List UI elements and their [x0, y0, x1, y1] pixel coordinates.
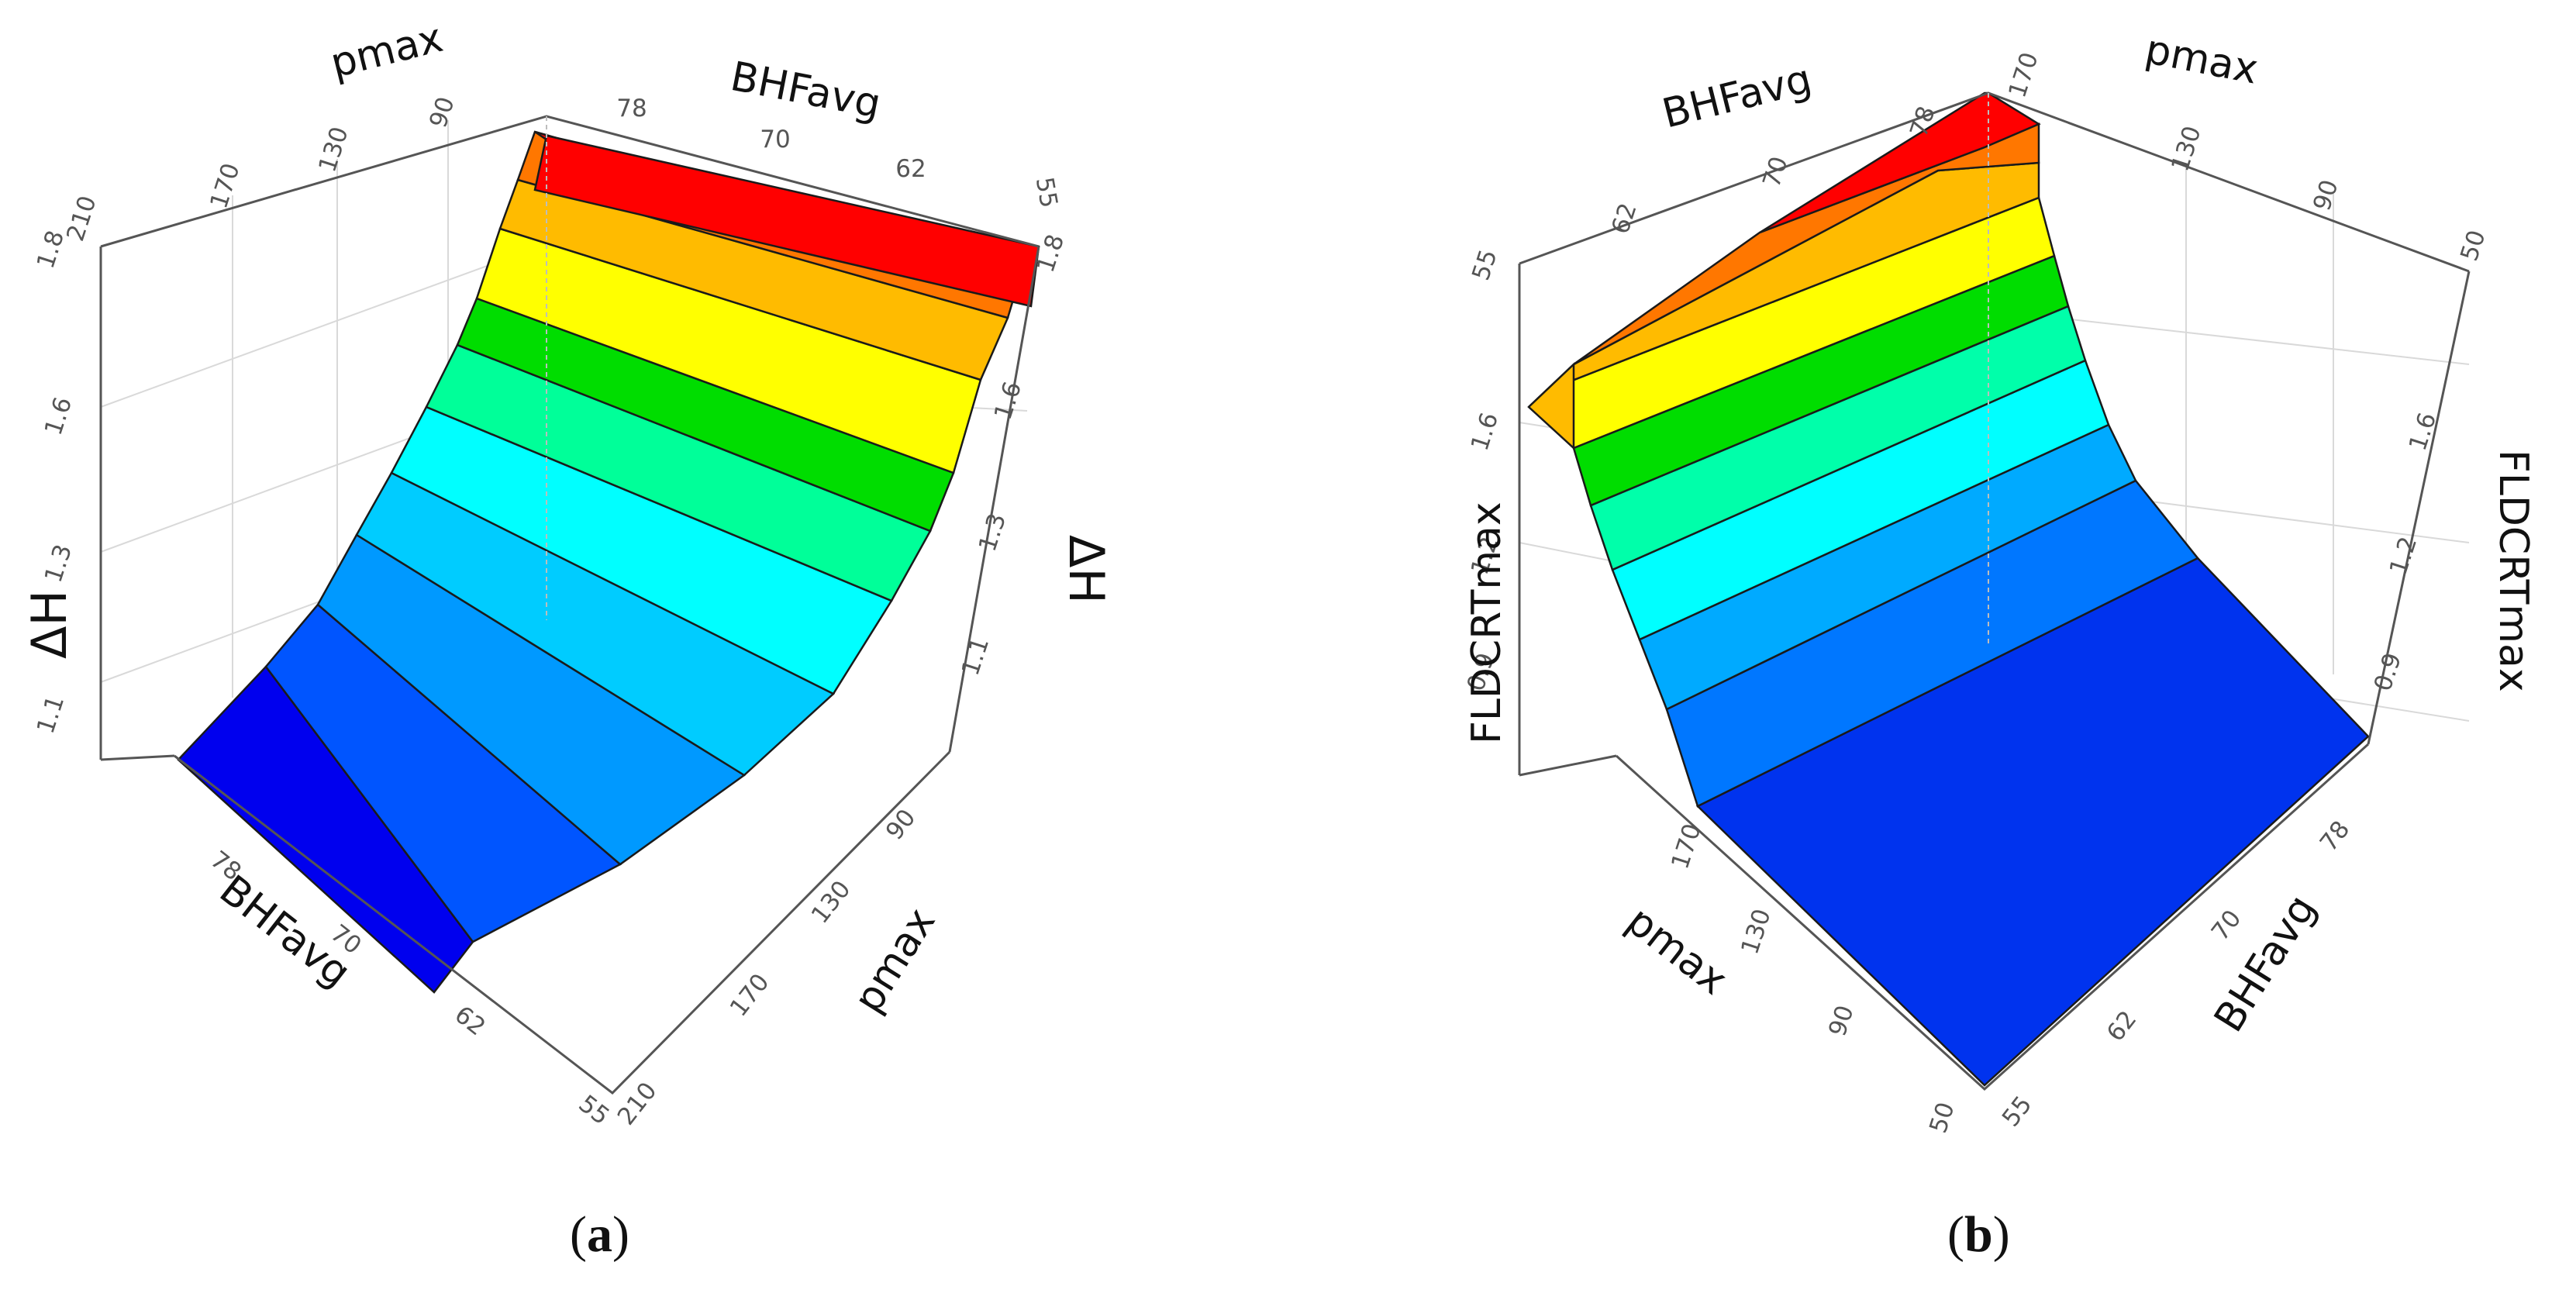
- panel-b-left-zlabel: FLDCRTmax: [1464, 502, 1510, 744]
- surface-b-left-fill: [1527, 362, 1575, 450]
- tick-b-top-pmax-3: 50: [2455, 227, 2491, 265]
- tick-b-top-bhf-1: 62: [1606, 200, 1642, 238]
- panel-b-right-zlabel: FLDCRTmax: [2490, 450, 2536, 692]
- panel-a-caption: (a): [570, 1206, 629, 1263]
- tick-b-left-z-2: 1.6: [1466, 409, 1504, 454]
- tick-b-top-pmax-1: 130: [2166, 122, 2207, 174]
- tick-a-bottom-bhf-3: 55: [574, 1090, 615, 1131]
- tick-a-top-pmax-1: 170: [205, 160, 246, 212]
- panel-a-surface: [177, 130, 1040, 994]
- tick-a-top-bhf-1: 70: [760, 126, 790, 153]
- tick-a-bottom-bhf-2: 62: [450, 1001, 491, 1042]
- tick-b-top-bhf-2: 70: [1757, 153, 1793, 191]
- tick-a-left-z-1: 1.3: [40, 541, 78, 586]
- panel-a-right-zlabel: ΔH: [1058, 535, 1115, 604]
- tick-b-bottom-pmax-2: 90: [1823, 1002, 1859, 1040]
- panel-b-bottom-pmax-label: pmax: [1618, 898, 1736, 1004]
- panel-b-surface: [1527, 91, 2370, 1087]
- tick-a-top-pmax-3: 90: [424, 94, 460, 132]
- panel-b-axes: [1518, 91, 2471, 1091]
- panel-b-caption: (b): [1947, 1206, 2010, 1263]
- tick-b-top-bhf-0: 55: [1467, 247, 1502, 284]
- tick-a-right-z-1: 1.3: [974, 510, 1012, 555]
- tick-a-right-z-2: 1.6: [989, 378, 1027, 423]
- tick-a-top-bhf-0: 78: [616, 95, 647, 122]
- tick-b-bottom-pmax-0: 170: [1666, 820, 1707, 872]
- panel-a-axes: [99, 115, 1040, 1095]
- tick-b-right-z-2: 1.6: [2404, 409, 2442, 454]
- tick-a-left-z-2: 1.6: [40, 394, 78, 439]
- tick-b-bottom-bhf-0: 55: [1997, 1091, 2038, 1132]
- panel-a-top-bhfavg-label: BHFavg: [727, 53, 885, 128]
- tick-a-left-z-0: 1.1: [32, 692, 70, 737]
- tick-a-bottom-pmax-1: 130: [806, 875, 857, 929]
- tick-a-bottom-pmax-0: 90: [881, 804, 922, 845]
- panel-a-top-pmax-label: pmax: [326, 15, 447, 88]
- panel-a-left-zlabel: ΔH: [21, 590, 78, 659]
- tick-a-right-z-0: 1.1: [957, 634, 995, 679]
- tick-b-bottom-bhf-2: 70: [2206, 905, 2247, 946]
- tick-b-right-z-0: 0.9: [2369, 650, 2407, 695]
- panel-b-top-pmax-label: pmax: [2142, 26, 2262, 94]
- tick-a-top-pmax-2: 130: [313, 123, 354, 175]
- tick-b-bottom-pmax-1: 130: [1736, 905, 1777, 957]
- tick-a-right-z-3: 1.8: [1032, 231, 1070, 276]
- tick-a-top-bhf-2: 62: [895, 155, 926, 183]
- tick-a-top-bhf-3: 55: [1030, 175, 1063, 210]
- tick-b-bottom-pmax-3: 50: [1924, 1099, 1960, 1137]
- tick-b-bottom-bhf-3: 78: [2315, 815, 2356, 857]
- panel-b-top-bhfavg-label: BHFavg: [1658, 56, 1816, 138]
- panel-b-chart: 5562707817013090500.91.21.60.91.21.61701…: [1462, 26, 2536, 1136]
- tick-a-bottom-pmax-2: 170: [725, 968, 775, 1022]
- tick-b-top-pmax-0: 170: [2003, 49, 2044, 101]
- panel-a-bottom-pmax-label: pmax: [845, 900, 944, 1021]
- surface-a-top-red: [533, 134, 1040, 308]
- tick-b-right-z-1: 1.2: [2385, 533, 2423, 578]
- tick-b-top-pmax-2: 90: [2308, 177, 2343, 215]
- tick-b-bottom-bhf-1: 62: [2102, 1005, 2143, 1046]
- surface-b-band-9: [1759, 91, 2041, 234]
